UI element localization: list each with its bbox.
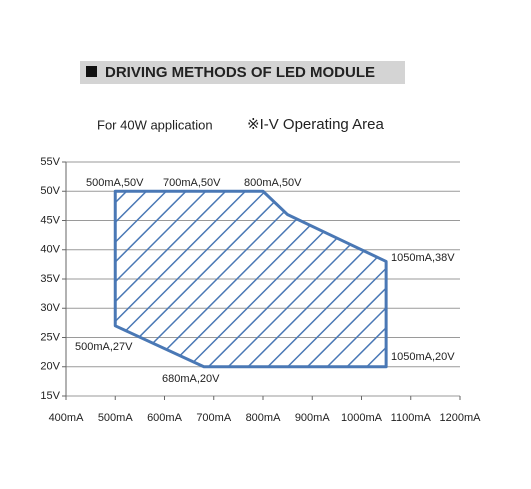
x-tick-label: 900mA xyxy=(295,412,331,424)
y-tick-label: 20V xyxy=(40,361,60,373)
note: ※I-V Operating Area xyxy=(247,116,384,133)
annotation: 1050mA,20V xyxy=(391,351,455,363)
plot: 15V 20V 25V 30V 35V 40V 45V 50V 55V 400mA 500mA 600… xyxy=(40,156,481,424)
annotation: 500mA,27V xyxy=(75,341,133,353)
x-tick-label: 1100mA xyxy=(391,412,432,424)
annotation: 800mA,50V xyxy=(244,177,302,189)
x-tick-label: 800mA xyxy=(246,412,282,424)
x-tick-label: 700mA xyxy=(196,412,232,424)
y-tick-label: 45V xyxy=(40,214,60,226)
annotation: 680mA,20V xyxy=(162,373,220,385)
x-tick-label: 400mA xyxy=(49,412,85,424)
annotation: 1050mA,38V xyxy=(391,252,455,264)
title-bullet xyxy=(86,66,97,77)
x-tick-label: 500mA xyxy=(98,412,134,424)
operating-area xyxy=(113,189,388,369)
annotation: 700mA,50V xyxy=(163,177,221,189)
y-tick-label: 15V xyxy=(40,390,60,402)
subtitle: For 40W application xyxy=(97,117,213,132)
x-tick-label: 1000mA xyxy=(341,412,383,424)
title-box xyxy=(80,61,405,84)
x-tick-label: 1200mA xyxy=(440,412,482,424)
chart-title: DRIVING METHODS OF LED MODULE xyxy=(105,64,375,81)
x-tick-label: 600mA xyxy=(147,412,183,424)
y-tick-label: 55V xyxy=(40,156,60,168)
y-tick-label: 50V xyxy=(40,185,60,197)
y-tick-label: 30V xyxy=(40,302,60,314)
annotation: 500mA,50V xyxy=(86,177,144,189)
y-tick-label: 40V xyxy=(40,244,60,256)
y-tick-label: 25V xyxy=(40,331,60,343)
y-tick-label: 35V xyxy=(40,273,60,285)
